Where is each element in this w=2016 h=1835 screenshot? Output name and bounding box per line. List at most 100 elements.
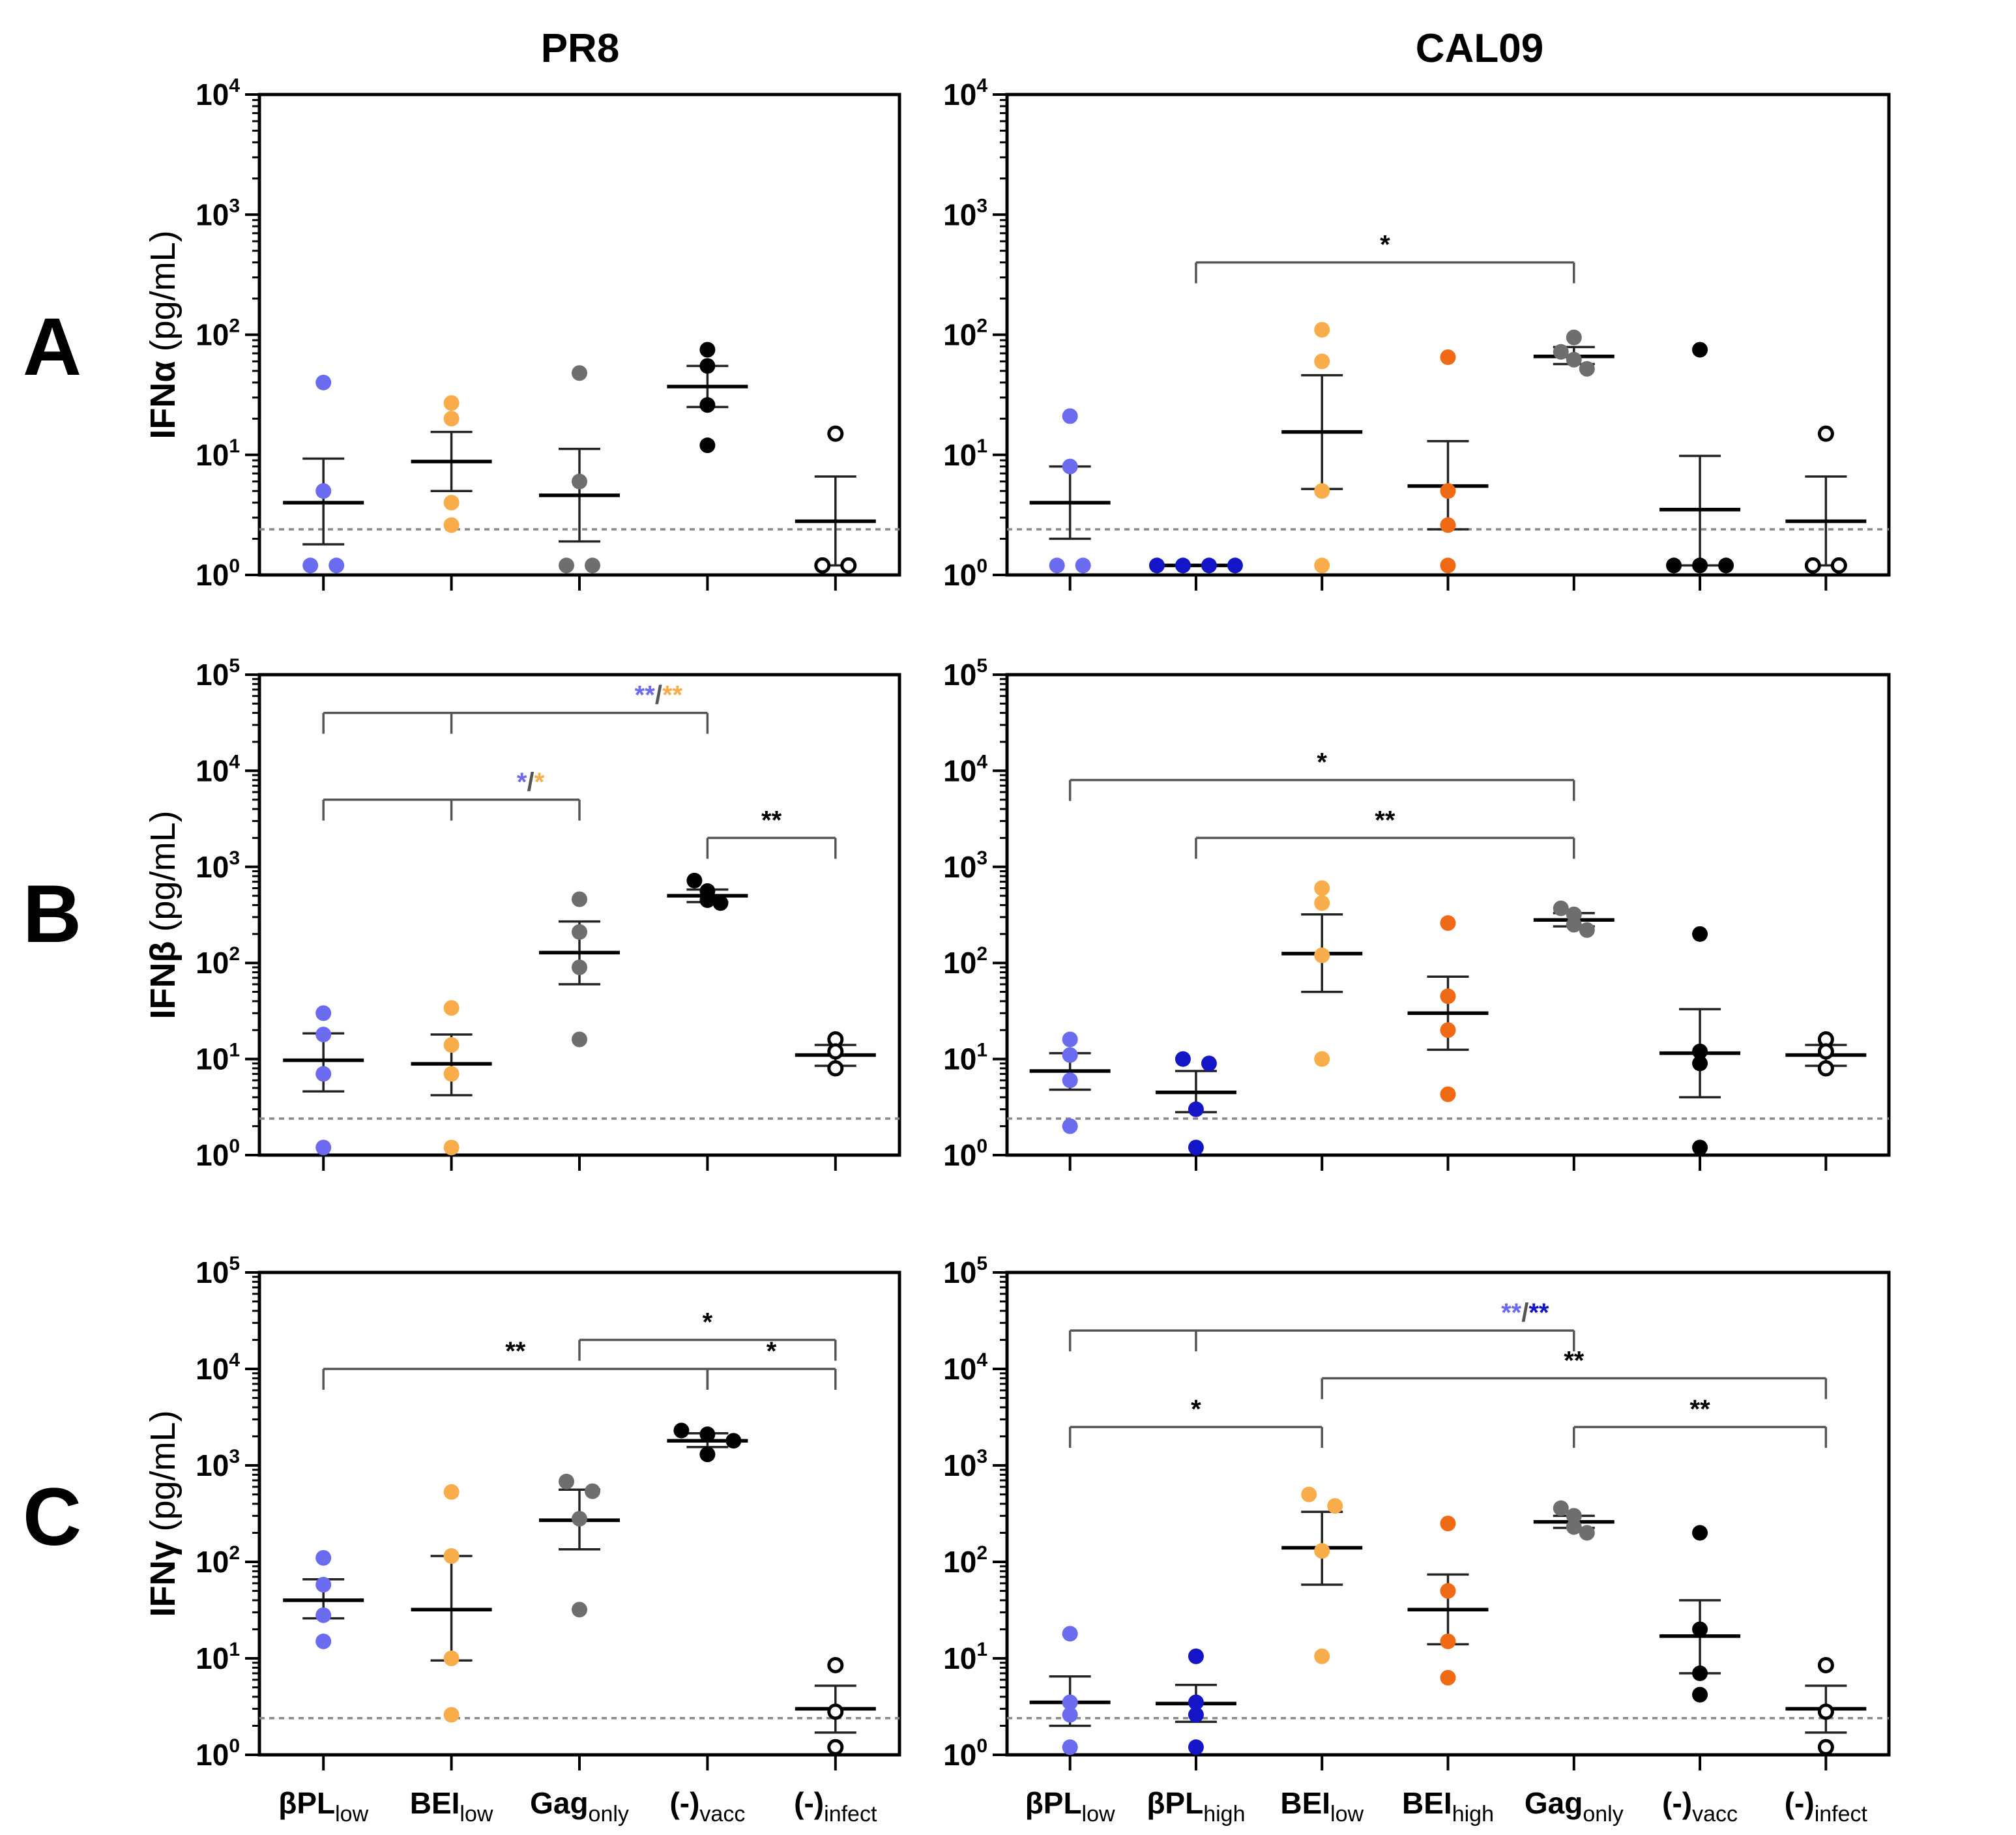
y-tick-label: 100 — [943, 1136, 987, 1172]
significance-char: * — [1700, 1395, 1710, 1424]
data-point — [1062, 1031, 1078, 1048]
significance-char: / — [527, 768, 534, 797]
data-point — [443, 1651, 460, 1666]
data-point — [1188, 1101, 1204, 1117]
data-point — [1817, 1739, 1834, 1755]
data-point — [1301, 1486, 1317, 1503]
x-tick-label-base: (-) — [1785, 1786, 1815, 1820]
data-point — [1062, 458, 1078, 475]
y-tick-label: 105 — [943, 1253, 987, 1289]
data-point — [1201, 1055, 1217, 1072]
y-tick-label: 100 — [196, 555, 240, 592]
significance-bracket: * — [578, 1308, 837, 1361]
panels: 100101102103104IFNα(pg/mL)10010110210310… — [143, 75, 1891, 1827]
y-tick-exponent: 4 — [976, 1349, 987, 1371]
data-point — [1075, 557, 1091, 574]
y-axis-label-main: IFNβ — [143, 941, 183, 1020]
x-tick-label-base: βPL — [1147, 1786, 1203, 1820]
group-bPLlow — [283, 374, 364, 574]
y-tick-label: 100 — [196, 1735, 240, 1772]
data-point — [315, 1607, 332, 1623]
row-label-b: B — [23, 869, 81, 960]
data-point — [827, 1739, 844, 1755]
y-tick-exponent: 1 — [976, 1639, 987, 1660]
data-point — [1440, 483, 1456, 499]
data-point — [302, 557, 319, 574]
data-point — [1440, 988, 1456, 1005]
x-tick-label: BEIlow — [410, 1786, 493, 1827]
column-title-pr8: PR8 — [541, 26, 620, 71]
data-point — [673, 1422, 690, 1439]
group-Gagonly — [1533, 329, 1614, 377]
data-point — [1579, 922, 1595, 938]
y-tick-exponent: 2 — [976, 943, 987, 965]
y-tick-label: 100 — [943, 1735, 987, 1772]
data-point — [1314, 1648, 1330, 1664]
y-tick-exponent: 2 — [976, 1542, 987, 1564]
data-point — [1062, 1047, 1078, 1063]
data-point — [1817, 1043, 1834, 1060]
data-point — [712, 895, 729, 911]
data-point — [1440, 349, 1456, 365]
significance-char: * — [505, 1337, 516, 1366]
data-point — [572, 891, 587, 907]
x-tick-label-sub: low — [335, 1802, 368, 1827]
significance-bracket: ** — [706, 806, 837, 859]
data-point — [443, 395, 460, 411]
data-point — [1817, 1656, 1834, 1673]
x-tick-label-sub: only — [589, 1802, 629, 1827]
data-point — [827, 1703, 844, 1720]
group-infect — [1785, 425, 1867, 574]
y-tick-label: 102 — [943, 943, 987, 980]
group-bPLlow — [283, 1005, 364, 1156]
data-point — [1440, 1583, 1456, 1599]
data-point — [1062, 1694, 1078, 1710]
data-point — [725, 1433, 742, 1449]
x-tick-label-sub: infect — [824, 1802, 877, 1827]
y-tick-exponent: 1 — [229, 1639, 240, 1660]
x-tick-label-sub: high — [1452, 1802, 1494, 1827]
group-bPLhigh — [1148, 557, 1243, 574]
significance-bracket: * — [1068, 748, 1575, 801]
plot-frame — [1005, 673, 1891, 1157]
data-point — [443, 517, 460, 533]
data-point — [1188, 1707, 1204, 1723]
y-tick-exponent: 3 — [976, 847, 987, 869]
data-point — [1062, 408, 1078, 424]
y-tick-exponent: 4 — [229, 1349, 240, 1371]
group-BEIhigh — [1407, 349, 1489, 574]
data-point — [1314, 895, 1330, 911]
data-point — [699, 342, 716, 358]
group-infect — [1785, 1656, 1867, 1755]
x-tick-label: BEIlow — [1280, 1786, 1364, 1827]
y-axis-label: IFNβ (pg/mL) — [143, 811, 183, 1020]
data-point — [443, 1037, 460, 1053]
y-axis-label-main: IFNα — [143, 360, 183, 439]
group-vacc — [667, 1422, 748, 1463]
y-tick-label: 100 — [196, 1136, 240, 1172]
y-tick-label: 101 — [943, 1639, 987, 1675]
y-tick-label: 101 — [196, 1040, 240, 1076]
significance-label: * — [767, 1337, 777, 1366]
significance-char: * — [1380, 231, 1390, 259]
y-tick-label: 104 — [196, 751, 240, 787]
data-point — [1314, 1051, 1330, 1067]
x-tick-label-base: βPL — [278, 1786, 335, 1820]
significance-label: * — [703, 1308, 713, 1336]
data-point — [1566, 917, 1582, 933]
y-axis-label: IFNα (pg/mL) — [143, 230, 183, 439]
data-point — [1314, 947, 1330, 963]
x-tick-label: βPLlow — [278, 1786, 368, 1827]
data-point — [827, 1060, 844, 1077]
data-point — [315, 483, 332, 499]
significance-char: / — [1521, 1299, 1528, 1327]
data-point — [1692, 1043, 1708, 1059]
data-point — [443, 1000, 460, 1016]
data-point — [1440, 1633, 1456, 1649]
data-point — [699, 358, 716, 374]
data-point — [1692, 342, 1708, 358]
significance-bracket: ** — [1321, 1346, 1828, 1400]
